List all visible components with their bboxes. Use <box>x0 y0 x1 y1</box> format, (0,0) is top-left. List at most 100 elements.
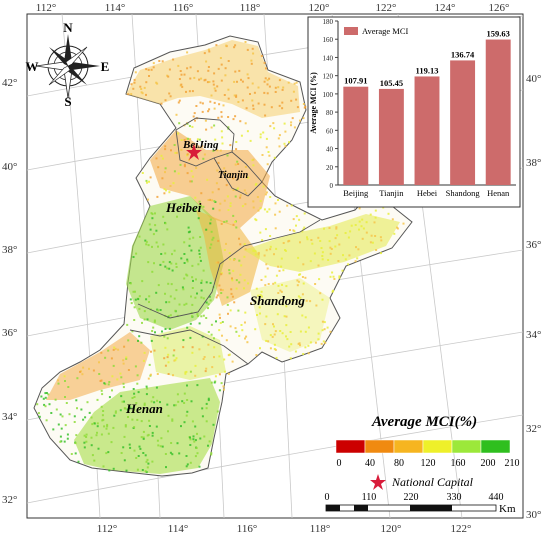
raster-pixel <box>125 356 128 359</box>
raster-pixel <box>166 403 169 406</box>
raster-pixel <box>373 221 376 224</box>
raster-pixel <box>239 196 242 199</box>
raster-pixel <box>244 337 246 340</box>
raster-pixel <box>167 353 170 356</box>
raster-pixel <box>212 236 215 239</box>
raster-pixel <box>181 400 184 403</box>
raster-pixel <box>256 314 258 316</box>
raster-pixel <box>288 345 291 348</box>
raster-pixel <box>243 189 246 192</box>
raster-pixel <box>154 224 157 227</box>
raster-pixel <box>219 149 222 152</box>
raster-pixel <box>219 57 222 59</box>
raster-pixel <box>195 105 198 107</box>
inset-bar-value-label: 159.63 <box>487 29 510 39</box>
lat-left-label: 32° <box>2 494 17 506</box>
raster-pixel <box>175 151 178 154</box>
raster-pixel <box>220 222 223 225</box>
raster-pixel <box>205 128 208 131</box>
raster-pixel <box>245 192 248 195</box>
raster-pixel <box>202 314 205 317</box>
raster-pixel <box>145 243 148 246</box>
raster-pixel <box>173 404 176 407</box>
raster-pixel <box>143 351 146 354</box>
raster-pixel <box>86 401 89 404</box>
raster-pixel <box>207 69 210 72</box>
raster-pixel <box>140 88 143 90</box>
raster-pixel <box>265 137 268 140</box>
raster-pixel <box>247 176 250 179</box>
raster-pixel <box>60 427 63 430</box>
raster-pixel <box>57 382 60 385</box>
raster-pixel <box>182 346 185 349</box>
raster-pixel <box>217 161 220 164</box>
raster-pixel <box>190 400 193 403</box>
raster-pixel <box>85 440 88 443</box>
raster-pixel <box>277 199 279 201</box>
raster-pixel <box>290 99 293 102</box>
raster-pixel <box>157 444 160 447</box>
raster-pixel <box>233 94 236 97</box>
raster-pixel <box>191 420 194 423</box>
raster-pixel <box>50 412 53 414</box>
raster-pixel <box>252 158 255 161</box>
raster-pixel <box>163 357 166 360</box>
raster-pixel <box>252 206 255 209</box>
raster-pixel <box>365 221 368 224</box>
raster-pixel <box>321 255 324 257</box>
raster-pixel <box>57 423 60 426</box>
raster-pixel <box>67 386 70 388</box>
raster-pixel <box>239 194 242 197</box>
raster-pixel <box>302 103 305 105</box>
raster-pixel <box>207 444 209 447</box>
raster-pixel <box>189 461 192 464</box>
raster-pixel <box>284 130 287 133</box>
legend-break-label: 80 <box>394 458 404 469</box>
raster-pixel <box>204 119 207 122</box>
raster-pixel <box>309 341 312 344</box>
raster-pixel <box>229 173 232 176</box>
raster-pixel <box>132 290 135 293</box>
raster-pixel <box>295 98 298 101</box>
raster-pixel <box>108 469 111 472</box>
raster-pixel <box>216 149 219 152</box>
compass-east-label: E <box>101 59 110 74</box>
raster-pixel <box>210 452 213 455</box>
raster-pixel <box>189 66 192 69</box>
raster-pixel <box>190 249 193 252</box>
raster-pixel <box>241 329 244 332</box>
raster-pixel <box>229 202 232 205</box>
raster-pixel <box>120 376 123 379</box>
raster-pixel <box>176 215 178 218</box>
raster-pixel <box>273 325 275 328</box>
raster-pixel <box>307 344 310 347</box>
raster-pixel <box>304 316 307 319</box>
raster-pixel <box>152 326 155 329</box>
raster-pixel <box>223 199 226 202</box>
raster-pixel <box>143 86 146 89</box>
raster-pixel <box>293 82 296 85</box>
raster-pixel <box>371 241 374 244</box>
raster-pixel <box>298 218 301 221</box>
raster-pixel <box>123 459 126 462</box>
raster-pixel <box>234 163 237 166</box>
raster-pixel <box>127 93 130 96</box>
raster-pixel <box>285 335 287 338</box>
raster-pixel <box>215 44 218 47</box>
raster-pixel <box>159 263 162 266</box>
raster-pixel <box>342 254 344 257</box>
province-boundaries <box>129 117 321 365</box>
raster-pixel <box>211 366 214 369</box>
raster-pixel <box>162 243 165 246</box>
raster-pixel <box>77 460 80 463</box>
raster-pixel <box>186 399 189 401</box>
raster-pixel <box>180 73 183 76</box>
inset-category-label: Hebei <box>417 188 438 198</box>
raster-pixel <box>198 78 201 81</box>
raster-pixel <box>226 154 229 157</box>
raster-pixel <box>133 392 136 395</box>
raster-pixel <box>152 62 155 65</box>
raster-pixel <box>177 101 180 104</box>
raster-pixel <box>102 465 105 468</box>
raster-pixel <box>145 179 148 182</box>
